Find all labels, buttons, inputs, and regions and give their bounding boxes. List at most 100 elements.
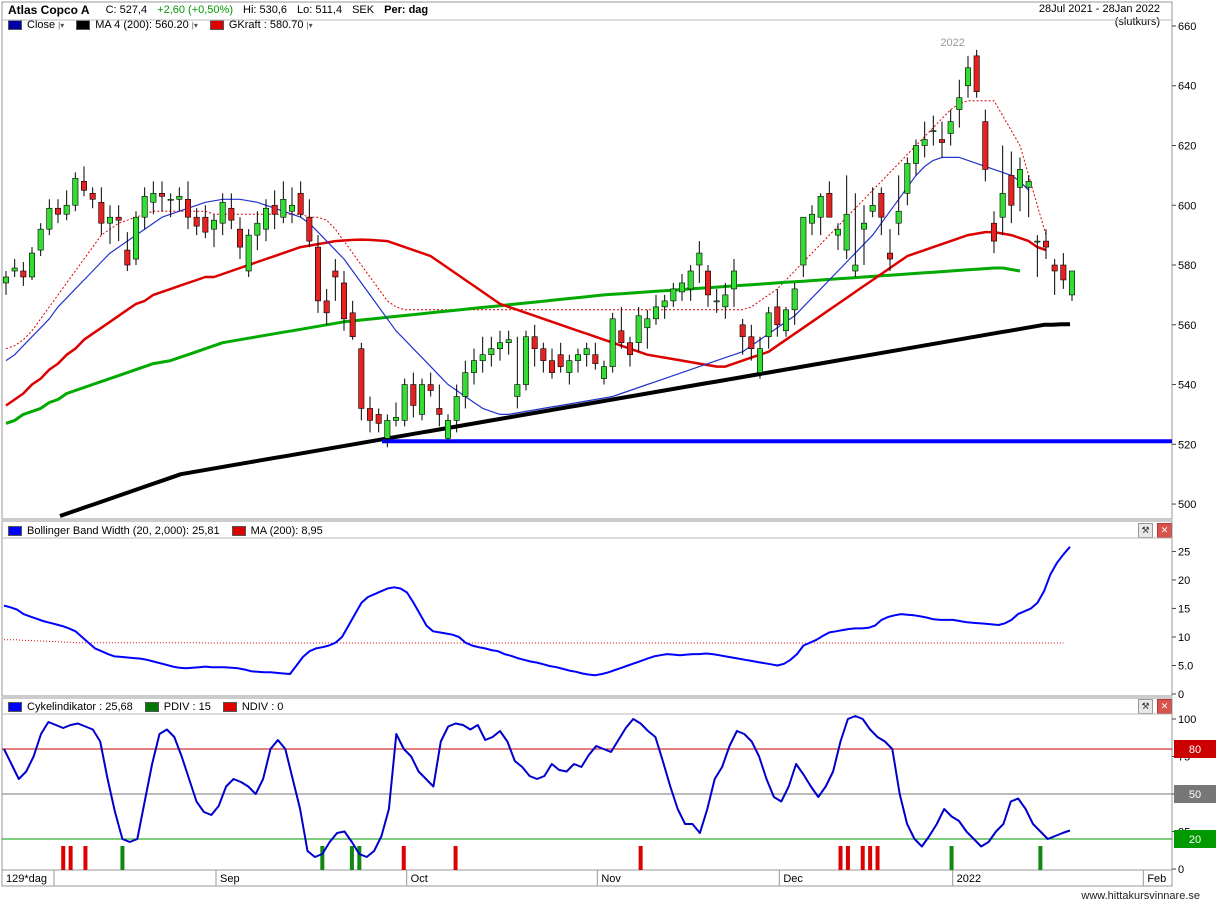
year-marker: 2022 [940, 37, 964, 49]
ndiv-bar [61, 846, 66, 870]
x-tick-label: Dec [783, 873, 803, 885]
candle-body [20, 270, 27, 278]
candle-body [601, 366, 607, 379]
chevron-down-icon[interactable]: |▾ [191, 20, 198, 30]
pdiv-bar [357, 846, 362, 870]
x-tick-label: Oct [411, 873, 428, 885]
candle-body [705, 270, 711, 296]
legend-label: GKraft : 580.70 [228, 19, 304, 31]
y-tick-label: 640 [1178, 81, 1196, 93]
date-range-label: 28Jul 2021 - 28Jan 2022 [1038, 3, 1160, 15]
legend-bbw-ma: MA (200): 8,95 [231, 525, 323, 537]
high-value: Hi: 530,6 [243, 4, 288, 16]
series-cycle [3, 715, 1071, 858]
candle-body [973, 55, 980, 93]
candle-body [644, 318, 651, 329]
site-footer[interactable]: www.hittakursvinnare.se [1081, 890, 1200, 902]
level-badge [1174, 785, 1216, 803]
price-legend: Close |▾ MA 4 (200): 560.20 |▾ GKraft : … [8, 18, 325, 32]
legend-label: NDIV : 0 [241, 701, 284, 713]
y-tick-label: 520 [1178, 439, 1196, 451]
candle-body [852, 264, 859, 272]
candle-body [575, 354, 581, 361]
chevron-down-icon[interactable]: |▾ [306, 20, 313, 30]
x-tick-label: Nov [601, 873, 621, 885]
close-icon[interactable]: ✕ [1157, 699, 1172, 714]
legend-ma4[interactable]: MA 4 (200): 560.20 |▾ [76, 19, 198, 31]
pane-frame [1, 1, 1173, 520]
candle-body [115, 216, 122, 221]
candle-body [514, 384, 521, 397]
candle-body [523, 336, 529, 385]
y-tick-label: 10 [1178, 632, 1190, 644]
series-gkraft [5, 230, 1047, 407]
ndiv-bar [860, 846, 865, 870]
legend-close[interactable]: Close |▾ [8, 19, 64, 31]
candle-body [557, 354, 564, 367]
candle-body [627, 342, 633, 355]
candle-body [921, 139, 928, 146]
ndiv-bar [845, 846, 850, 870]
close-icon[interactable]: ✕ [1157, 523, 1172, 538]
legend-pdiv: PDIV : 15 [144, 701, 211, 713]
candle-body [635, 315, 642, 344]
candle-body [211, 219, 217, 230]
candle-body [219, 201, 226, 224]
series-ma4-200 [59, 322, 1070, 518]
candle-body [202, 216, 209, 233]
legend-label: Cykelindikator : 25,68 [27, 701, 133, 713]
legend-label: Close [27, 19, 56, 31]
candle-body [193, 216, 200, 227]
candle-body [349, 312, 356, 338]
candle-body [982, 121, 989, 170]
legend-swatch [144, 702, 159, 712]
legend-label: MA 4 (200): 560.20 [95, 19, 189, 31]
candle-body [549, 360, 555, 373]
candle-body [1060, 264, 1067, 281]
ndiv-bar [401, 846, 406, 870]
candle-body [757, 348, 763, 373]
candle-body [843, 213, 850, 251]
chevron-down-icon[interactable]: |▾ [58, 20, 65, 30]
pdiv-bar [320, 846, 325, 870]
legend-swatch [222, 702, 237, 712]
series-ma-green [5, 266, 1021, 425]
candle-body [436, 408, 443, 415]
candle-body [55, 207, 61, 215]
candle-body [107, 216, 113, 224]
close-value: C: 527,4 [105, 4, 148, 16]
candle-body [37, 228, 44, 251]
candle-body [375, 414, 382, 424]
candle-body [826, 193, 833, 218]
period: Per: dag [384, 4, 429, 16]
candle-body [609, 318, 616, 367]
legend-swatch [8, 526, 22, 536]
instrument-name: Atlas Copco A [8, 3, 90, 17]
wrench-icon[interactable]: ⚒ [1138, 523, 1153, 538]
series-bbw [3, 546, 1071, 677]
candle-body [497, 342, 503, 349]
legend-swatch [8, 702, 22, 712]
level-badge [1174, 830, 1216, 848]
candle-body [722, 294, 729, 308]
candle-body [956, 97, 963, 110]
candle-body [939, 139, 945, 143]
legend-swatch [209, 20, 224, 30]
candle-body [323, 300, 330, 314]
legend-gkraft[interactable]: GKraft : 580.70 |▾ [209, 19, 313, 31]
candle-body [367, 408, 373, 421]
candle-body [1034, 240, 1041, 243]
date-range: 28Jul 2021 - 28Jan 2022 (slutkurs) [1039, 3, 1160, 29]
x-tick-label: Sep [220, 873, 240, 885]
candle-body [869, 204, 876, 212]
candle-body [505, 339, 512, 344]
candle-body [384, 420, 391, 439]
candle-body [393, 417, 399, 421]
low-value: Lo: 511,4 [297, 4, 343, 16]
candle-body [1069, 270, 1075, 296]
legend-label: PDIV : 15 [163, 701, 211, 713]
wrench-icon[interactable]: ⚒ [1138, 699, 1153, 714]
date-range-sub: (slutkurs) [1114, 16, 1160, 28]
legend-swatch [8, 20, 22, 30]
